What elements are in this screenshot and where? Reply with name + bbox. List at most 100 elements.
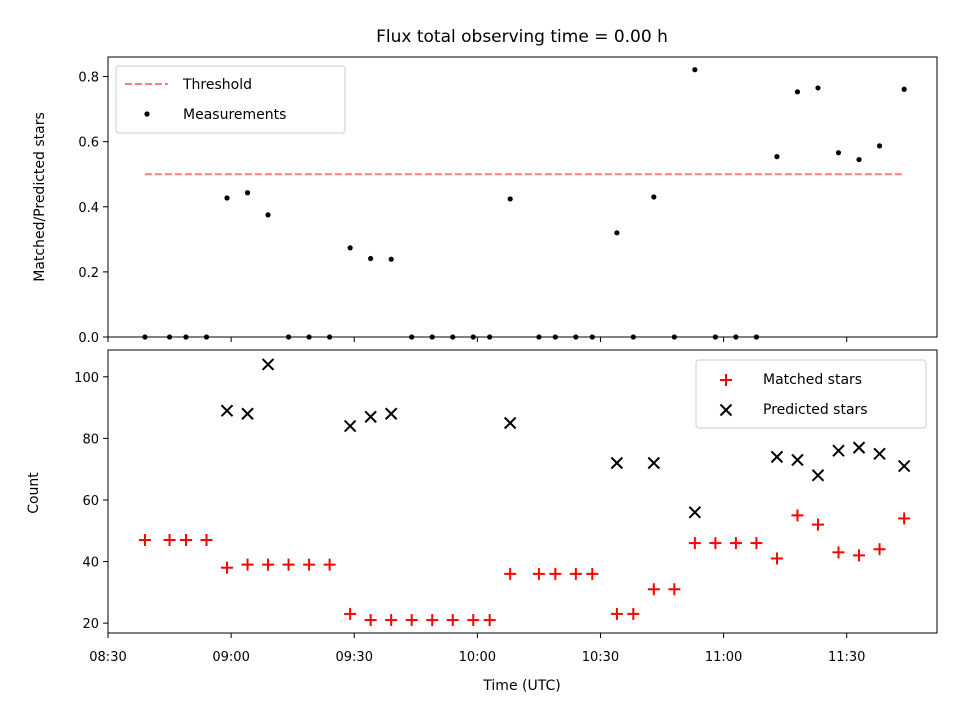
x-tick-label: 10:30 bbox=[582, 650, 619, 665]
matched-star-point bbox=[586, 567, 599, 580]
top-y-ticks: 0.0 0.2 0.4 0.6 0.8 bbox=[78, 71, 108, 346]
matched-star-point bbox=[750, 537, 763, 550]
bottom-y-tick-label: 100 bbox=[74, 371, 99, 386]
matched-star-point bbox=[163, 534, 176, 547]
x-axis-label: Time (UTC) bbox=[482, 678, 560, 694]
matched-star-point bbox=[303, 558, 316, 571]
predicted-star-point bbox=[832, 444, 845, 457]
matched-star-point bbox=[729, 537, 742, 550]
predicted-star-point bbox=[791, 453, 804, 467]
predicted-star-point bbox=[647, 456, 661, 470]
bottom-y-axis-label: Count bbox=[26, 472, 42, 514]
measurement-point bbox=[368, 255, 374, 262]
measurement-point bbox=[856, 156, 862, 163]
measurement-point bbox=[224, 195, 230, 201]
legend-matched-swatch bbox=[720, 374, 732, 386]
matched-star-point bbox=[811, 518, 824, 531]
top-y-tick-label: 0.2 bbox=[78, 266, 99, 281]
top-y-axis-label: Matched/Predicted stars bbox=[32, 112, 48, 282]
matched-star-point bbox=[405, 614, 418, 627]
measurement-point bbox=[507, 196, 513, 202]
matched-star-point bbox=[344, 607, 357, 620]
top-legend: Threshold Measurements bbox=[115, 65, 346, 134]
matched-star-point bbox=[832, 546, 845, 559]
x-tick-label: 09:00 bbox=[212, 650, 249, 665]
legend-measurements-label: Measurements bbox=[183, 107, 286, 123]
measurement-point bbox=[347, 245, 353, 251]
matched-star-point bbox=[532, 567, 545, 580]
top-x-ticks bbox=[107, 337, 848, 342]
predicted-stars-points bbox=[220, 358, 911, 519]
matched-star-point bbox=[282, 558, 295, 571]
bottom-legend: Matched stars Predicted stars bbox=[695, 359, 927, 429]
top-plot-frame bbox=[107, 56, 938, 338]
matched-star-point bbox=[873, 543, 886, 556]
predicted-star-point bbox=[873, 447, 886, 460]
x-tick-label: 08:30 bbox=[89, 650, 126, 665]
predicted-star-point bbox=[220, 404, 234, 417]
matched-star-point bbox=[709, 537, 722, 550]
bottom-plot-area: 20 40 60 80 100 08:30 09:00 09:30 10:00 10:30 11:… bbox=[26, 349, 938, 694]
predicted-star-point bbox=[343, 419, 357, 433]
measurement-point bbox=[774, 154, 780, 160]
matched-stars-points bbox=[138, 509, 911, 627]
matched-star-point bbox=[138, 534, 151, 547]
top-legend-box bbox=[115, 65, 346, 134]
bottom-y-tick-label: 40 bbox=[82, 556, 99, 571]
bottom-y-tick-label: 60 bbox=[82, 494, 99, 509]
measurement-point bbox=[901, 86, 907, 92]
measurement-point bbox=[692, 67, 698, 73]
predicted-star-point bbox=[811, 469, 825, 482]
top-plot-area: 0.00.20.40.60.8 Matched/Predicted stars … bbox=[32, 56, 938, 346]
legend-predicted-swatch bbox=[719, 403, 733, 417]
top-y-tick-label: 0.0 bbox=[78, 331, 99, 346]
bottom-legend-box bbox=[695, 359, 927, 429]
predicted-star-point bbox=[503, 416, 517, 430]
matched-star-point bbox=[241, 558, 254, 571]
predicted-star-point bbox=[770, 450, 784, 464]
matched-star-point bbox=[668, 583, 681, 596]
matched-star-point bbox=[627, 607, 640, 620]
legend-measurements-swatch bbox=[144, 111, 150, 117]
top-y-tick-label: 0.8 bbox=[78, 71, 99, 86]
legend-threshold-label: Threshold bbox=[182, 77, 252, 93]
legend-x-marker bbox=[719, 403, 733, 417]
matched-star-point bbox=[549, 567, 562, 580]
measurement-point bbox=[835, 150, 842, 156]
predicted-star-point bbox=[384, 407, 398, 420]
matched-star-point bbox=[179, 534, 192, 547]
measurement-point bbox=[388, 256, 394, 262]
matched-star-point bbox=[467, 614, 480, 627]
legend-predicted-label: Predicted stars bbox=[763, 402, 868, 418]
matched-star-point bbox=[262, 558, 275, 571]
predicted-star-point bbox=[852, 441, 866, 454]
bottom-plot-frame bbox=[107, 349, 938, 634]
matched-star-point bbox=[385, 614, 398, 627]
predicted-star-point bbox=[241, 407, 254, 420]
matched-star-point bbox=[791, 509, 804, 522]
matched-star-point bbox=[483, 614, 496, 627]
matched-star-point bbox=[770, 552, 783, 565]
x-tick-label: 11:30 bbox=[828, 650, 865, 665]
bottom-y-ticks: 20 40 60 80 100 bbox=[74, 371, 108, 632]
measurement-point bbox=[614, 230, 620, 236]
matched-star-point bbox=[504, 567, 517, 580]
top-y-tick-label: 0.6 bbox=[78, 136, 99, 151]
bottom-y-tick-label: 20 bbox=[82, 617, 99, 632]
matched-star-point bbox=[610, 607, 623, 620]
predicted-star-point bbox=[688, 506, 702, 519]
x-tick-label: 11:00 bbox=[705, 650, 742, 665]
measurement-point bbox=[876, 143, 883, 149]
matched-star-point bbox=[426, 614, 439, 627]
matched-star-point bbox=[569, 567, 582, 580]
matched-star-point bbox=[647, 583, 660, 596]
bottom-y-tick-label: 80 bbox=[82, 432, 99, 447]
matched-star-point bbox=[898, 512, 911, 525]
matched-star-point bbox=[200, 534, 213, 547]
top-y-tick-label: 0.4 bbox=[78, 201, 99, 216]
matched-star-point bbox=[688, 537, 701, 550]
measurement-point bbox=[265, 212, 271, 218]
matched-star-point bbox=[446, 614, 459, 627]
measurement-point bbox=[651, 194, 657, 200]
